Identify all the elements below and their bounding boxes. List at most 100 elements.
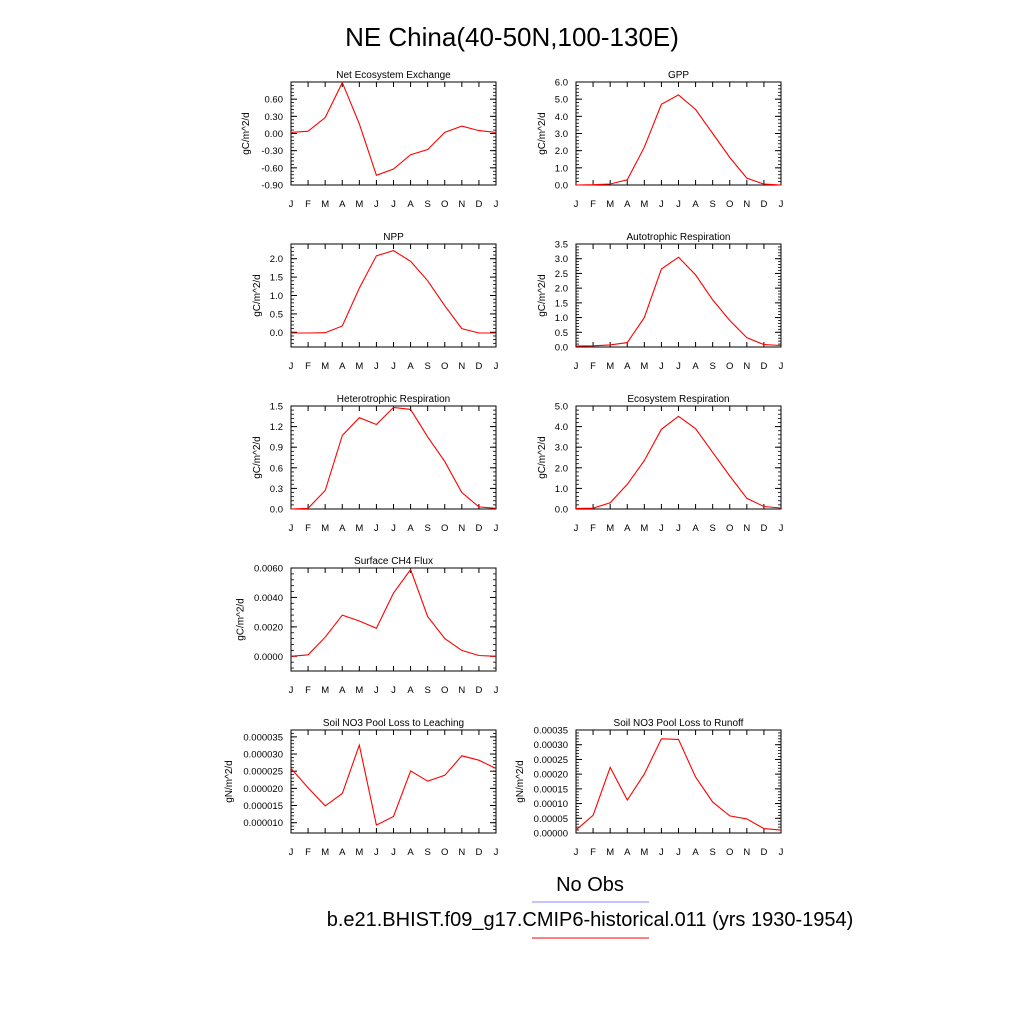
x-tick-label: A — [692, 847, 699, 858]
x-tick-label: F — [590, 361, 596, 372]
y-tick-label: 6.0 — [555, 78, 568, 89]
x-tick-label: M — [640, 361, 648, 372]
x-tick-label: A — [407, 199, 414, 210]
y-tick-label: 3.0 — [555, 129, 568, 140]
y-tick-label: 0.0 — [555, 343, 568, 354]
panel-title: Ecosystem Respiration — [627, 394, 729, 405]
y-tick-label: 1.0 — [555, 163, 568, 174]
y-tick-label: 0.5 — [555, 328, 568, 339]
y-tick-label: 0.00030 — [534, 740, 568, 751]
series-line — [575, 256, 782, 347]
figure-title: NE China(40-50N,100-130E) — [345, 22, 679, 52]
x-tick-label: M — [321, 523, 329, 534]
y-tick-label: 0.0040 — [254, 593, 283, 604]
x-tick-label: F — [305, 847, 311, 858]
x-tick-label: J — [391, 523, 396, 534]
x-tick-label: O — [441, 199, 448, 210]
x-tick-label: O — [726, 199, 733, 210]
x-tick-label: J — [391, 685, 396, 696]
x-tick-label: S — [424, 361, 430, 372]
x-tick-label: J — [494, 199, 499, 210]
y-tick-label: 0.0 — [270, 505, 283, 516]
y-tick-label: 5.0 — [555, 402, 568, 413]
y-tick-label: 1.2 — [270, 422, 283, 433]
y-tick-label: 0.000010 — [243, 818, 283, 829]
y-tick-label: 0.000035 — [243, 732, 283, 743]
x-tick-label: J — [494, 523, 499, 534]
y-tick-label: 5.0 — [555, 95, 568, 106]
y-tick-label: 0.00025 — [534, 755, 568, 766]
x-tick-label: O — [441, 523, 448, 534]
x-tick-label: A — [624, 523, 631, 534]
x-tick-label: J — [391, 847, 396, 858]
x-tick-label: A — [624, 847, 631, 858]
plot-frame — [290, 729, 497, 834]
x-tick-label: D — [760, 523, 767, 534]
x-tick-label: S — [709, 847, 715, 858]
x-tick-label: M — [640, 199, 648, 210]
series-line — [290, 406, 497, 510]
y-tick-label: 0.00035 — [534, 726, 568, 737]
y-tick-label: 0.00020 — [534, 770, 568, 781]
x-tick-label: S — [709, 199, 715, 210]
y-axis-label: gN/m^2/d — [224, 760, 235, 803]
x-tick-label: O — [441, 685, 448, 696]
x-tick-label: A — [692, 199, 699, 210]
x-tick-label: M — [321, 361, 329, 372]
x-tick-label: M — [640, 847, 648, 858]
y-tick-label: 3.5 — [555, 240, 568, 251]
x-tick-label: M — [355, 199, 363, 210]
x-tick-label: J — [659, 523, 664, 534]
x-tick-label: F — [590, 523, 596, 534]
x-tick-label: S — [424, 199, 430, 210]
x-tick-label: D — [475, 361, 482, 372]
y-tick-label: 4.0 — [555, 422, 568, 433]
y-tick-label: 0.9 — [270, 443, 283, 454]
x-tick-label: A — [407, 685, 414, 696]
y-tick-label: 3.0 — [555, 254, 568, 265]
y-tick-label: 1.0 — [555, 313, 568, 324]
panel-title: Soil NO3 Pool Loss to Leaching — [323, 718, 464, 729]
x-tick-label: J — [779, 199, 784, 210]
x-tick-label: J — [289, 523, 294, 534]
legend: No Obs b.e21.BHIST.f09_g17.CMIP6-histori… — [327, 874, 853, 939]
x-tick-label: O — [441, 847, 448, 858]
panel-title: Surface CH4 Flux — [354, 556, 433, 567]
y-tick-label: 0.0 — [555, 505, 568, 516]
x-tick-label: J — [391, 199, 396, 210]
x-tick-label: S — [424, 523, 430, 534]
x-tick-label: J — [289, 847, 294, 858]
x-tick-label: A — [407, 523, 414, 534]
y-axis-label: gC/m^2/d — [537, 274, 548, 317]
x-tick-label: A — [339, 685, 346, 696]
panel-title: NPP — [383, 232, 404, 243]
x-tick-label: N — [743, 199, 750, 210]
panel-title: Autotrophic Respiration — [627, 232, 731, 243]
x-tick-label: M — [606, 361, 614, 372]
x-tick-label: M — [321, 199, 329, 210]
x-tick-label: M — [321, 847, 329, 858]
x-tick-label: A — [624, 199, 631, 210]
y-tick-label: 2.0 — [555, 463, 568, 474]
panel-title: GPP — [668, 70, 689, 81]
y-tick-label: 0.0060 — [254, 564, 283, 575]
x-tick-label: S — [424, 685, 430, 696]
x-tick-label: A — [339, 523, 346, 534]
x-tick-label: O — [441, 361, 448, 372]
plot-frame — [575, 405, 782, 510]
x-tick-label: N — [743, 523, 750, 534]
y-tick-label: 0.0000 — [254, 652, 283, 663]
y-tick-label: 1.0 — [270, 291, 283, 302]
panel-title: Soil NO3 Pool Loss to Runoff — [614, 718, 744, 729]
x-tick-label: J — [494, 361, 499, 372]
legend-label-obs: No Obs — [556, 874, 624, 896]
y-tick-label: -0.30 — [261, 146, 283, 157]
y-tick-label: 2.0 — [270, 254, 283, 265]
x-tick-label: S — [709, 361, 715, 372]
y-tick-label: 4.0 — [555, 112, 568, 123]
